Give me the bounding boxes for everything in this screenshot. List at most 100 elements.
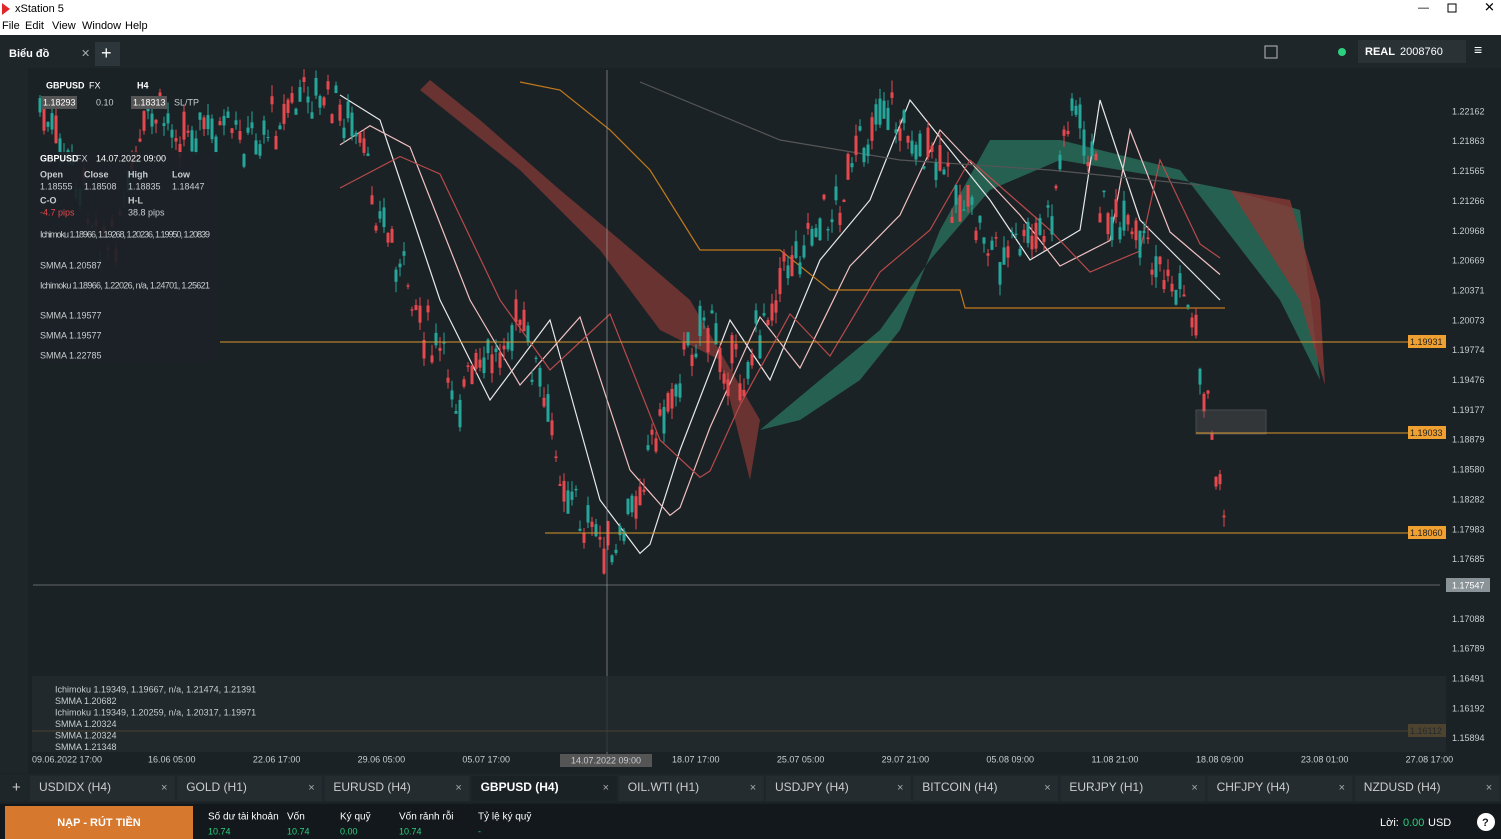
candle-body: [350, 112, 354, 137]
candle-body: [1086, 162, 1090, 167]
candle-body: [630, 495, 634, 513]
candle-body: [314, 78, 318, 96]
tab[interactable]: [177, 776, 323, 801]
help[interactable]: [1477, 813, 1495, 831]
symbol-interval[interactable]: H4: [137, 80, 149, 90]
candle-body: [790, 255, 794, 277]
candle-body: [1126, 215, 1130, 225]
candle-body: [650, 429, 654, 435]
tab[interactable]: [618, 776, 764, 801]
tab[interactable]: [30, 776, 175, 801]
candle-body: [682, 342, 686, 350]
tab-close[interactable]: ×: [1191, 782, 1197, 794]
candle-body: [706, 328, 710, 353]
candle-body: [202, 117, 206, 130]
titlebar: [0, 0, 1501, 35]
tab[interactable]: [766, 776, 911, 801]
tab[interactable]: [1354, 776, 1500, 801]
candle-body: [1046, 205, 1050, 208]
menu-item[interactable]: View: [52, 20, 76, 32]
price-label: 1.16192: [1452, 703, 1485, 713]
candle-body: [598, 536, 602, 540]
price-label: 1.18879: [1452, 435, 1485, 445]
symbol-symbol[interactable]: GBPUSD: [46, 80, 85, 90]
maximize[interactable]: [1447, 3, 1457, 13]
indicator-value: Ichimoku 1.18966, 1.22026, n/a, 1.24701,…: [40, 280, 210, 290]
add-tab[interactable]: +: [12, 779, 21, 796]
menu-icon[interactable]: ≡: [1474, 42, 1482, 58]
candle-body: [986, 253, 990, 256]
price-label: 1.19774: [1452, 345, 1485, 355]
candle-body: [1118, 227, 1122, 240]
candle-body: [534, 357, 538, 360]
deposit-button[interactable]: [5, 806, 193, 839]
footer-stat-label: Tỷ lệ ký quỹ: [478, 811, 531, 823]
tab-close[interactable]: ×: [455, 782, 461, 794]
menu-item[interactable]: Window: [82, 20, 121, 32]
legend-item: Ichimoku 1.19349, 1.19667, n/a, 1.21474,…: [55, 684, 256, 694]
connection-icon: [1338, 48, 1346, 56]
tab[interactable]: [1060, 776, 1206, 801]
cloud: [760, 140, 1320, 430]
candle-body: [150, 113, 154, 127]
tab[interactable]: [1207, 776, 1353, 801]
footer-stat-value: 0.00: [340, 826, 358, 836]
info-panel: [34, 152, 218, 362]
candle-body: [818, 218, 822, 241]
candle-body: [194, 138, 198, 155]
close-tab[interactable]: ✕: [81, 48, 90, 60]
profit-value: 0.00: [1403, 817, 1424, 829]
buy-price[interactable]: 1.18313: [133, 97, 166, 107]
layout-icon[interactable]: [1264, 45, 1278, 59]
candle-body: [226, 111, 230, 118]
candle-body: [822, 194, 826, 200]
candle-body: [974, 230, 978, 241]
candle-body: [1182, 294, 1186, 297]
candle-body: [262, 120, 266, 135]
menu-item[interactable]: Edit: [25, 20, 44, 32]
menu-item[interactable]: Help: [125, 20, 148, 32]
tab-close[interactable]: ×: [1044, 782, 1050, 794]
minimize[interactable]: —: [1418, 2, 1429, 14]
tab[interactable]: [471, 776, 617, 801]
sltp[interactable]: SL/TP: [174, 97, 199, 107]
candle-body: [306, 96, 310, 103]
time-label: 11.08 21:00: [1092, 754, 1139, 764]
sell-price[interactable]: 1.18293: [43, 97, 76, 107]
candle-body: [1214, 476, 1218, 487]
candle-body: [158, 92, 162, 97]
tab-close[interactable]: ×: [308, 782, 314, 794]
menu-item[interactable]: File: [2, 20, 20, 32]
candle-body: [830, 219, 834, 223]
candle-body: [698, 305, 702, 337]
chart-tab[interactable]: Biểu đồ: [9, 48, 50, 60]
tab[interactable]: [913, 776, 1059, 801]
candle-body: [490, 354, 494, 374]
candle-body: [658, 409, 662, 416]
toolbar: [0, 35, 1501, 68]
close[interactable]: ✕: [1484, 0, 1495, 14]
tab[interactable]: [324, 776, 470, 801]
candle-body: [522, 309, 526, 332]
tab-close[interactable]: ×: [603, 782, 609, 794]
candle-body: [638, 486, 642, 506]
candle-body: [554, 456, 558, 459]
price-label: 1.15894: [1452, 733, 1485, 743]
candle-body: [178, 143, 182, 159]
candle-body: [570, 491, 574, 500]
candle-body: [1098, 213, 1102, 223]
account-box[interactable]: [1358, 40, 1466, 63]
tab-close[interactable]: ×: [1339, 782, 1345, 794]
candle-body: [694, 353, 698, 358]
candle-body: [622, 530, 626, 542]
tab-close[interactable]: ×: [1486, 782, 1492, 794]
volume: 0.10: [96, 97, 114, 107]
tab-close[interactable]: ×: [161, 782, 167, 794]
add-tab[interactable]: [95, 42, 120, 66]
tab-close[interactable]: ×: [750, 782, 756, 794]
tab-close[interactable]: ×: [897, 782, 903, 794]
symbol-market[interactable]: FX: [89, 80, 101, 90]
candle-body: [146, 108, 150, 112]
candle-body: [1054, 185, 1058, 189]
